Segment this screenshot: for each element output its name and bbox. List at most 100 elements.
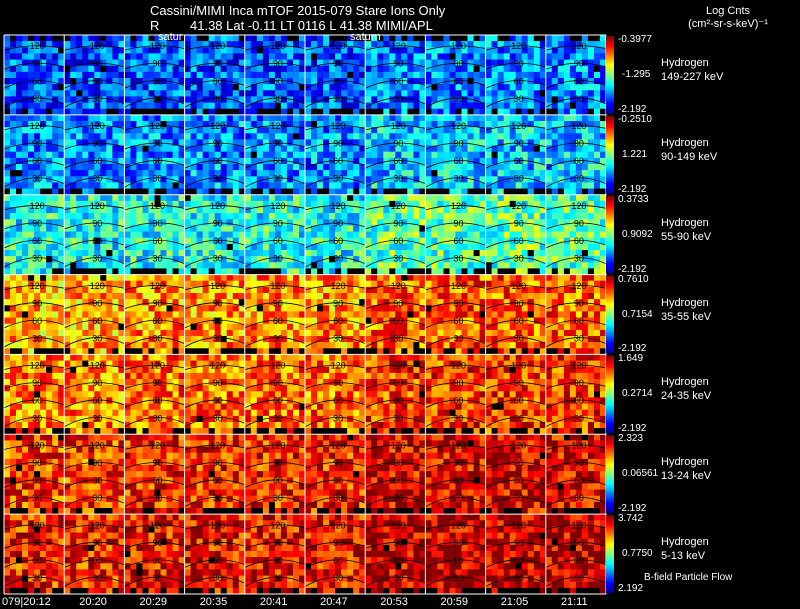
pixel-cell — [467, 170, 474, 177]
pixel-cell — [64, 286, 71, 294]
pixel-cell — [509, 127, 517, 134]
pixel-cell — [274, 268, 282, 275]
pixel-cell — [172, 84, 179, 91]
pixel-cell — [533, 65, 541, 73]
pixel-cell — [76, 243, 83, 251]
image-frame — [365, 194, 426, 275]
pixel-cell — [473, 182, 480, 189]
pixel-cell — [268, 139, 276, 146]
pixel-cell — [286, 311, 294, 318]
pixel-cell — [491, 114, 498, 122]
pixel-cell — [455, 65, 462, 73]
pixel-cell — [491, 139, 498, 146]
pixel-cell — [461, 164, 468, 171]
pixel-cell — [124, 299, 131, 306]
pixel-cell — [40, 305, 47, 312]
pixel-cell — [226, 268, 234, 275]
pixel-cell — [299, 317, 306, 325]
pixel-cell — [437, 225, 444, 232]
pixel-cell — [268, 250, 276, 257]
pixel-cell — [136, 182, 143, 189]
pixel-cell — [118, 139, 125, 146]
pixel-cell — [503, 41, 511, 48]
pixel-cell — [82, 145, 89, 153]
pixel-cell — [142, 188, 149, 196]
pixel-cell — [323, 71, 330, 79]
pixel-cell — [557, 133, 565, 140]
pixel-cell — [4, 280, 11, 288]
pixel-cell — [52, 182, 59, 189]
pixel-cell — [473, 102, 480, 110]
pixel-cell — [545, 225, 553, 232]
pixel-cell — [100, 139, 107, 146]
pixel-cell — [347, 286, 354, 294]
pixel-cell — [88, 293, 95, 300]
pixel-cell — [58, 139, 65, 146]
pixel-cell — [280, 342, 288, 349]
pixel-cell — [238, 243, 246, 251]
pixel-cell — [485, 121, 492, 128]
pixel-cell — [244, 90, 252, 97]
pixel-cell — [557, 71, 565, 79]
pixel-cell — [274, 274, 282, 282]
pixel-cell — [305, 219, 312, 226]
pixel-cell — [455, 102, 462, 110]
pixel-cell — [52, 262, 59, 269]
pixel-cell — [124, 47, 131, 54]
pixel-cell — [244, 243, 252, 251]
pixel-cell — [335, 256, 342, 263]
pixel-cell — [311, 188, 318, 196]
pixel-cell — [305, 286, 312, 294]
pixel-cell — [70, 121, 77, 128]
pixel-cell — [160, 311, 167, 318]
pixel-cell — [443, 182, 450, 189]
pixel-cell — [455, 35, 462, 42]
pixel-cell — [431, 305, 438, 312]
pixel-cell — [4, 250, 11, 257]
pixel-cell — [76, 329, 83, 337]
pixel-cell — [244, 65, 252, 73]
pixel-cell — [545, 47, 553, 54]
pixel-cell — [419, 114, 426, 122]
pixel-cell — [58, 286, 65, 294]
pixel-cell — [22, 262, 29, 269]
pixel-cell — [148, 176, 155, 183]
pixel-cell — [329, 53, 336, 60]
pixel-cell — [407, 133, 414, 140]
pixel-cell — [569, 176, 577, 183]
pixel-cell — [359, 342, 366, 349]
pixel-cell — [112, 213, 119, 220]
pixel-cell — [238, 170, 246, 177]
pixel-cell — [365, 213, 372, 220]
pixel-cell — [341, 200, 348, 208]
pixel-cell — [449, 268, 456, 275]
pixel-cell — [329, 342, 336, 349]
pixel-cell — [305, 194, 312, 202]
image-frame — [184, 274, 246, 355]
pixel-cell — [190, 59, 197, 67]
pixel-cell — [533, 53, 541, 60]
pixel-cell — [401, 348, 408, 355]
pixel-cell — [136, 293, 143, 300]
pixel-cell — [359, 268, 366, 275]
pixel-cell — [148, 329, 155, 337]
pixel-cell — [413, 96, 420, 103]
pixel-cell — [491, 65, 498, 73]
pixel-cell — [299, 35, 306, 42]
pixel-cell — [16, 164, 23, 171]
pixel-cell — [250, 139, 258, 146]
pixel-cell — [503, 188, 511, 196]
pixel-cell — [58, 102, 65, 110]
pixel-cell — [22, 329, 29, 337]
pixel-cell — [166, 262, 173, 269]
pixel-cell — [250, 323, 258, 331]
pixel-cell — [600, 84, 607, 91]
pixel-cell — [521, 114, 529, 122]
pixel-cell — [587, 139, 595, 146]
pixel-cell — [347, 188, 354, 196]
pixel-cell — [389, 329, 396, 337]
pixel-cell — [431, 84, 438, 91]
pixel-cell — [238, 323, 246, 331]
pixel-cell — [136, 133, 143, 140]
pixel-cell — [16, 250, 23, 257]
